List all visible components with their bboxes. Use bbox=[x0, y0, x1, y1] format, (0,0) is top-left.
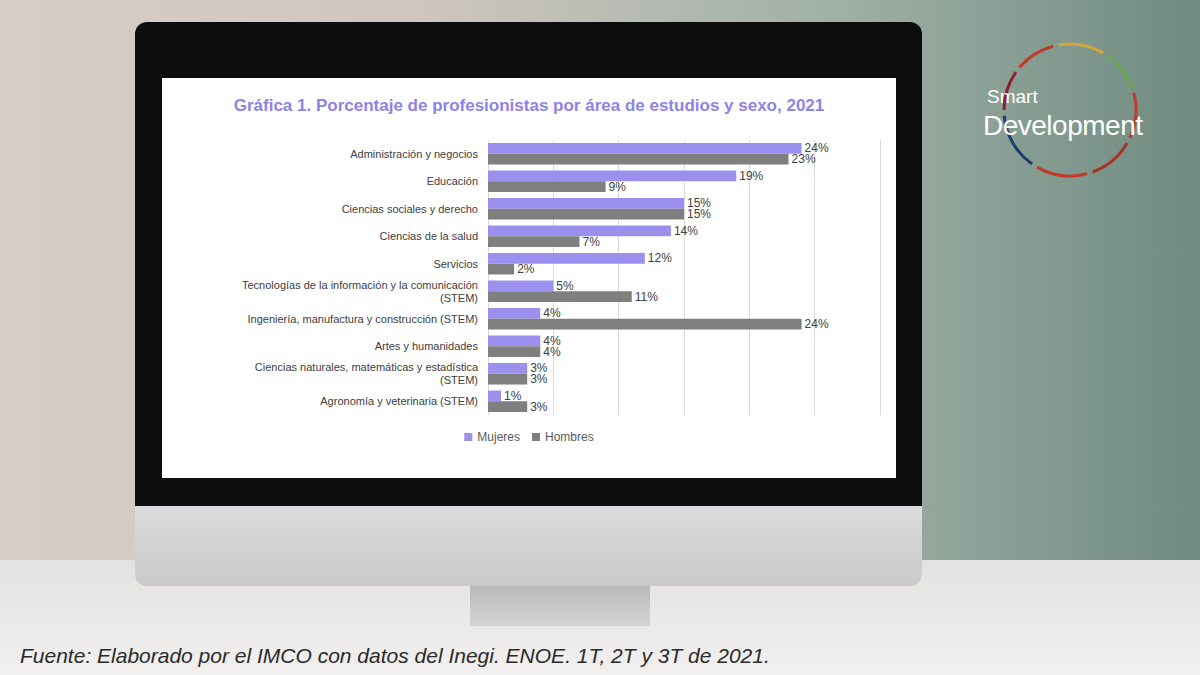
svg-text:24%: 24% bbox=[804, 141, 829, 156]
svg-text:Ciencias de la salud: Ciencias de la salud bbox=[380, 230, 478, 242]
svg-text:Agronomía y veterinaria (STEM): Agronomía y veterinaria (STEM) bbox=[320, 395, 478, 407]
svg-text:Artes y humanidades: Artes y humanidades bbox=[375, 340, 479, 352]
svg-text:(STEM): (STEM) bbox=[440, 292, 478, 304]
svg-text:1%: 1% bbox=[504, 389, 522, 403]
svg-text:Hombres: Hombres bbox=[545, 430, 594, 444]
svg-text:23%: 23% bbox=[792, 152, 816, 166]
svg-text:2%: 2% bbox=[517, 262, 535, 276]
svg-text:19%: 19% bbox=[739, 169, 763, 183]
svg-text:(STEM): (STEM) bbox=[440, 374, 478, 386]
svg-text:4%: 4% bbox=[543, 306, 561, 320]
svg-text:9%: 9% bbox=[609, 180, 627, 194]
svg-text:Mujeres: Mujeres bbox=[477, 430, 520, 444]
svg-text:4%: 4% bbox=[543, 345, 561, 359]
svg-text:3%: 3% bbox=[530, 372, 548, 386]
svg-text:Ingeniería, manufactura y cons: Ingeniería, manufactura y construcción (… bbox=[248, 313, 478, 325]
svg-text:3%: 3% bbox=[530, 361, 548, 376]
html-text:Smart: Smart bbox=[987, 86, 1038, 107]
svg-text:3%: 3% bbox=[530, 400, 548, 414]
svg-text:14%: 14% bbox=[674, 224, 698, 238]
svg-text:12%: 12% bbox=[648, 251, 672, 265]
svg-text:Gráfica 1. Porcentaje de profe: Gráfica 1. Porcentaje de profesionistas … bbox=[234, 96, 825, 115]
svg-text:Educación: Educación bbox=[427, 175, 478, 187]
svg-text:Ciencias naturales, matemática: Ciencias naturales, matemáticas y estadí… bbox=[255, 361, 479, 373]
svg-text:4%: 4% bbox=[543, 333, 561, 348]
svg-text:Servicios: Servicios bbox=[433, 258, 478, 270]
html-text:Development: Development bbox=[983, 110, 1143, 141]
svg-text:7%: 7% bbox=[582, 235, 600, 249]
svg-text:11%: 11% bbox=[635, 290, 658, 304]
svg-text:Administración y negocios: Administración y negocios bbox=[350, 148, 478, 160]
svg-text:24%: 24% bbox=[805, 317, 829, 331]
svg-text:Tecnologías de la información: Tecnologías de la información y la comun… bbox=[242, 279, 478, 291]
svg-text:5%: 5% bbox=[556, 279, 574, 293]
html-text:Fuente: Elaborado por el IMCO: Fuente: Elaborado por el IMCO con datos … bbox=[20, 644, 770, 667]
svg-text:Ciencias sociales y derecho: Ciencias sociales y derecho bbox=[342, 203, 478, 215]
svg-text:15%: 15% bbox=[687, 196, 711, 211]
svg-text:15%: 15% bbox=[687, 207, 711, 221]
